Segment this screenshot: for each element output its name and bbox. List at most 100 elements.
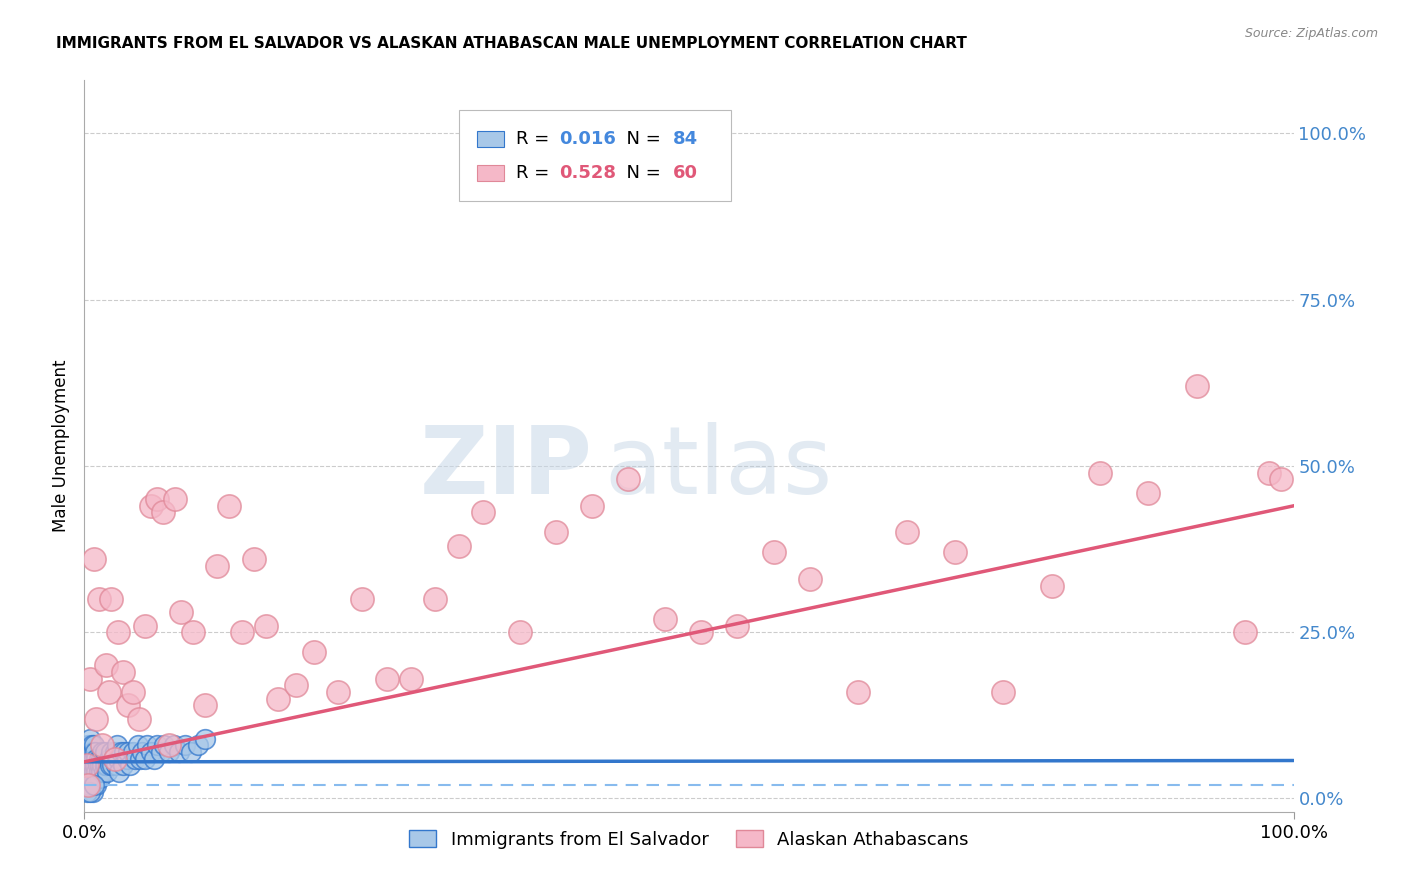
Point (115, 751, 138, 765)
Point (84, 772, 107, 786)
Point (89, 772, 111, 786)
Point (79, 731, 101, 746)
Point (762, 545, 785, 559)
Point (134, 618, 156, 632)
Point (143, 751, 166, 765)
Point (80, 778, 103, 792)
Point (846, 685, 869, 699)
Point (77, 778, 100, 792)
Point (617, 472, 640, 486)
Point (218, 499, 240, 513)
Text: IMMIGRANTS FROM EL SALVADOR VS ALASKAN ATHABASCAN MALE UNEMPLOYMENT CORRELATION : IMMIGRANTS FROM EL SALVADOR VS ALASKAN A… (56, 36, 967, 51)
Point (1088, 466, 1111, 480)
Point (352, 591, 374, 606)
Point (84, 745, 107, 759)
Point (131, 745, 153, 759)
Point (82, 785, 104, 799)
Point (103, 751, 125, 765)
Point (94, 758, 117, 772)
Point (328, 685, 350, 699)
Point (80, 738, 103, 752)
Point (136, 738, 159, 752)
Point (654, 612, 676, 626)
Point (896, 525, 918, 540)
Text: 84: 84 (673, 130, 699, 148)
Point (107, 751, 129, 765)
Point (146, 738, 169, 752)
FancyBboxPatch shape (478, 131, 503, 147)
Point (84, 758, 107, 772)
Point (87, 764, 110, 779)
Point (449, 539, 471, 553)
Point (149, 745, 172, 759)
Point (117, 745, 139, 759)
Point (90, 764, 112, 779)
Point (76, 785, 98, 799)
Y-axis label: Male Unemployment: Male Unemployment (52, 359, 70, 533)
Point (129, 751, 152, 765)
Point (77, 738, 100, 752)
Point (97, 751, 120, 765)
Point (86, 778, 108, 792)
Point (284, 678, 308, 692)
Point (77, 772, 100, 786)
Point (117, 698, 139, 713)
Point (79, 758, 101, 772)
Point (231, 625, 253, 640)
Point (105, 738, 128, 752)
Point (112, 665, 135, 679)
Point (89, 758, 111, 772)
Point (107, 625, 129, 640)
Point (112, 758, 135, 772)
Point (91, 758, 114, 772)
Point (101, 758, 124, 772)
Point (134, 751, 156, 765)
Point (94, 658, 117, 673)
Point (1234, 625, 1257, 640)
Point (87, 751, 110, 765)
Point (173, 738, 195, 752)
Point (153, 738, 176, 752)
Point (1258, 466, 1281, 480)
Point (127, 738, 149, 752)
Point (157, 745, 180, 759)
Point (82, 772, 104, 786)
Point (110, 745, 132, 759)
Point (128, 712, 150, 726)
Point (124, 751, 146, 765)
Point (94, 758, 117, 772)
Point (690, 625, 713, 640)
Point (1137, 485, 1160, 500)
Point (100, 591, 122, 606)
Point (83, 751, 105, 765)
Point (423, 591, 446, 606)
Point (181, 625, 204, 640)
Point (165, 492, 187, 507)
Point (180, 745, 202, 759)
Point (82, 745, 104, 759)
Point (163, 738, 186, 752)
Point (1270, 472, 1292, 486)
Point (87, 591, 110, 606)
Point (302, 645, 325, 659)
Point (167, 745, 190, 759)
Point (83, 764, 105, 779)
Point (139, 499, 162, 513)
Point (76, 758, 98, 772)
Point (86, 751, 108, 765)
Point (993, 685, 1015, 699)
Point (77, 751, 100, 765)
Point (152, 506, 174, 520)
Point (194, 731, 217, 746)
Point (77, 745, 100, 759)
Point (399, 672, 422, 686)
Point (170, 605, 193, 619)
Point (207, 558, 229, 573)
Point (93, 764, 115, 779)
FancyBboxPatch shape (460, 110, 731, 201)
Point (104, 751, 127, 765)
Point (76, 758, 98, 772)
Point (472, 506, 495, 520)
Point (86, 764, 108, 779)
Point (242, 552, 264, 566)
